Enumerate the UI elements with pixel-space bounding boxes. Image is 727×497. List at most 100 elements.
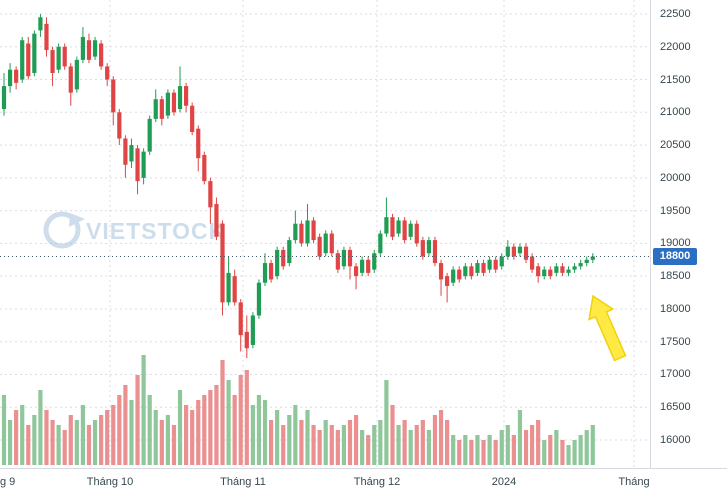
volume-bar xyxy=(542,440,547,465)
candle-body xyxy=(123,138,128,165)
volume-bar xyxy=(153,410,158,465)
volume-bar xyxy=(572,440,577,465)
candle-body xyxy=(408,223,413,237)
volume-bar xyxy=(184,405,189,465)
candle-body xyxy=(487,259,492,270)
volume-bar xyxy=(208,390,213,465)
volume-bar xyxy=(390,405,395,465)
candlestick-chart[interactable]: VIETSTOCK xyxy=(0,0,650,468)
candle-body xyxy=(517,246,523,254)
candle-body xyxy=(426,240,431,254)
candle-body xyxy=(184,86,189,106)
time-tick-label: Tháng xyxy=(618,476,650,488)
volume-bar xyxy=(347,420,353,465)
price-tick-label: 21000 xyxy=(660,106,691,119)
volume-bar xyxy=(420,420,425,465)
candle-body xyxy=(378,233,383,254)
volume-bar xyxy=(438,410,444,465)
volume-bar xyxy=(414,425,419,465)
candle-body xyxy=(451,269,456,283)
candle-body xyxy=(202,154,207,182)
volume-bar xyxy=(1,395,7,465)
volume-bar xyxy=(214,385,219,465)
candle-body xyxy=(196,128,201,159)
candle-body xyxy=(56,46,61,70)
candle-body xyxy=(463,266,468,277)
volume-bar xyxy=(80,405,86,465)
candle-body xyxy=(402,220,407,241)
candle-body xyxy=(141,151,146,178)
candle-body xyxy=(20,40,25,80)
candle-body xyxy=(262,263,268,283)
volume-bar xyxy=(165,415,170,465)
volume-bar xyxy=(220,360,225,465)
volume-bar xyxy=(469,440,474,465)
price-axis[interactable]: 18800 16000 16500 17000 17500 18000 18500 1900… xyxy=(650,0,726,468)
volume-bar xyxy=(129,400,134,465)
volume-series xyxy=(1,355,595,465)
volume-bar xyxy=(50,420,55,465)
time-tick-label: Tháng 11 xyxy=(220,476,266,488)
volume-bar xyxy=(117,395,122,465)
candle-body xyxy=(38,17,43,31)
candle-body xyxy=(335,253,340,270)
time-tick-label: 2024 xyxy=(491,476,517,488)
time-tick-label: Tháng 12 xyxy=(353,476,401,488)
price-tick-label: 21500 xyxy=(660,73,691,86)
price-tick-label: 19000 xyxy=(660,237,691,250)
candle-body xyxy=(92,40,98,57)
volume-bar xyxy=(141,355,146,465)
candle-body xyxy=(190,105,195,132)
candle-body xyxy=(529,256,535,270)
volume-bar xyxy=(408,430,413,465)
candle-body xyxy=(275,249,280,277)
candle-body xyxy=(244,331,249,349)
candle-body xyxy=(232,276,237,303)
volume-bar xyxy=(177,390,183,465)
price-tick-label: 16500 xyxy=(660,401,691,414)
volume-bar xyxy=(523,430,529,465)
volume-bar xyxy=(499,430,504,465)
candle-body xyxy=(287,240,292,264)
volume-bar xyxy=(384,380,389,465)
volume-bar xyxy=(32,415,37,465)
volume-bar xyxy=(250,405,255,465)
candle-body xyxy=(396,220,401,234)
candle-body xyxy=(341,249,347,267)
candle-body xyxy=(390,217,395,237)
candle-body xyxy=(590,256,595,260)
volume-bar xyxy=(341,425,347,465)
time-axis[interactable]: g 9 Tháng 10 Tháng 11 Tháng 12 2024 Tháng xyxy=(0,468,727,497)
candle-body xyxy=(432,240,438,264)
volume-bar xyxy=(20,405,25,465)
price-tick-label: 17000 xyxy=(660,368,691,381)
candle-body xyxy=(50,50,55,73)
volume-bar xyxy=(335,430,340,465)
candle-body xyxy=(347,249,353,267)
volume-bar xyxy=(360,430,365,465)
volume-bar xyxy=(99,415,104,465)
volume-bar xyxy=(86,425,92,465)
candle-body xyxy=(584,259,589,264)
volume-bar xyxy=(232,395,237,465)
volume-bar xyxy=(202,395,207,465)
volume-bar xyxy=(262,400,268,465)
candle-body xyxy=(99,43,104,67)
candle-body xyxy=(481,263,486,273)
volume-bar xyxy=(171,425,177,465)
volume-bar xyxy=(584,430,589,465)
candle-body xyxy=(159,99,164,119)
volume-bar xyxy=(445,420,450,465)
candle-body xyxy=(135,148,140,182)
volume-bar xyxy=(402,420,407,465)
candle-body xyxy=(165,92,170,116)
candle-series xyxy=(1,14,595,359)
candle-body xyxy=(171,92,177,113)
volume-bar xyxy=(111,405,116,465)
volume-bar xyxy=(275,410,280,465)
volume-bar xyxy=(244,370,249,465)
volume-bar xyxy=(159,420,164,465)
volume-bar xyxy=(505,425,510,465)
candle-body xyxy=(578,263,583,267)
